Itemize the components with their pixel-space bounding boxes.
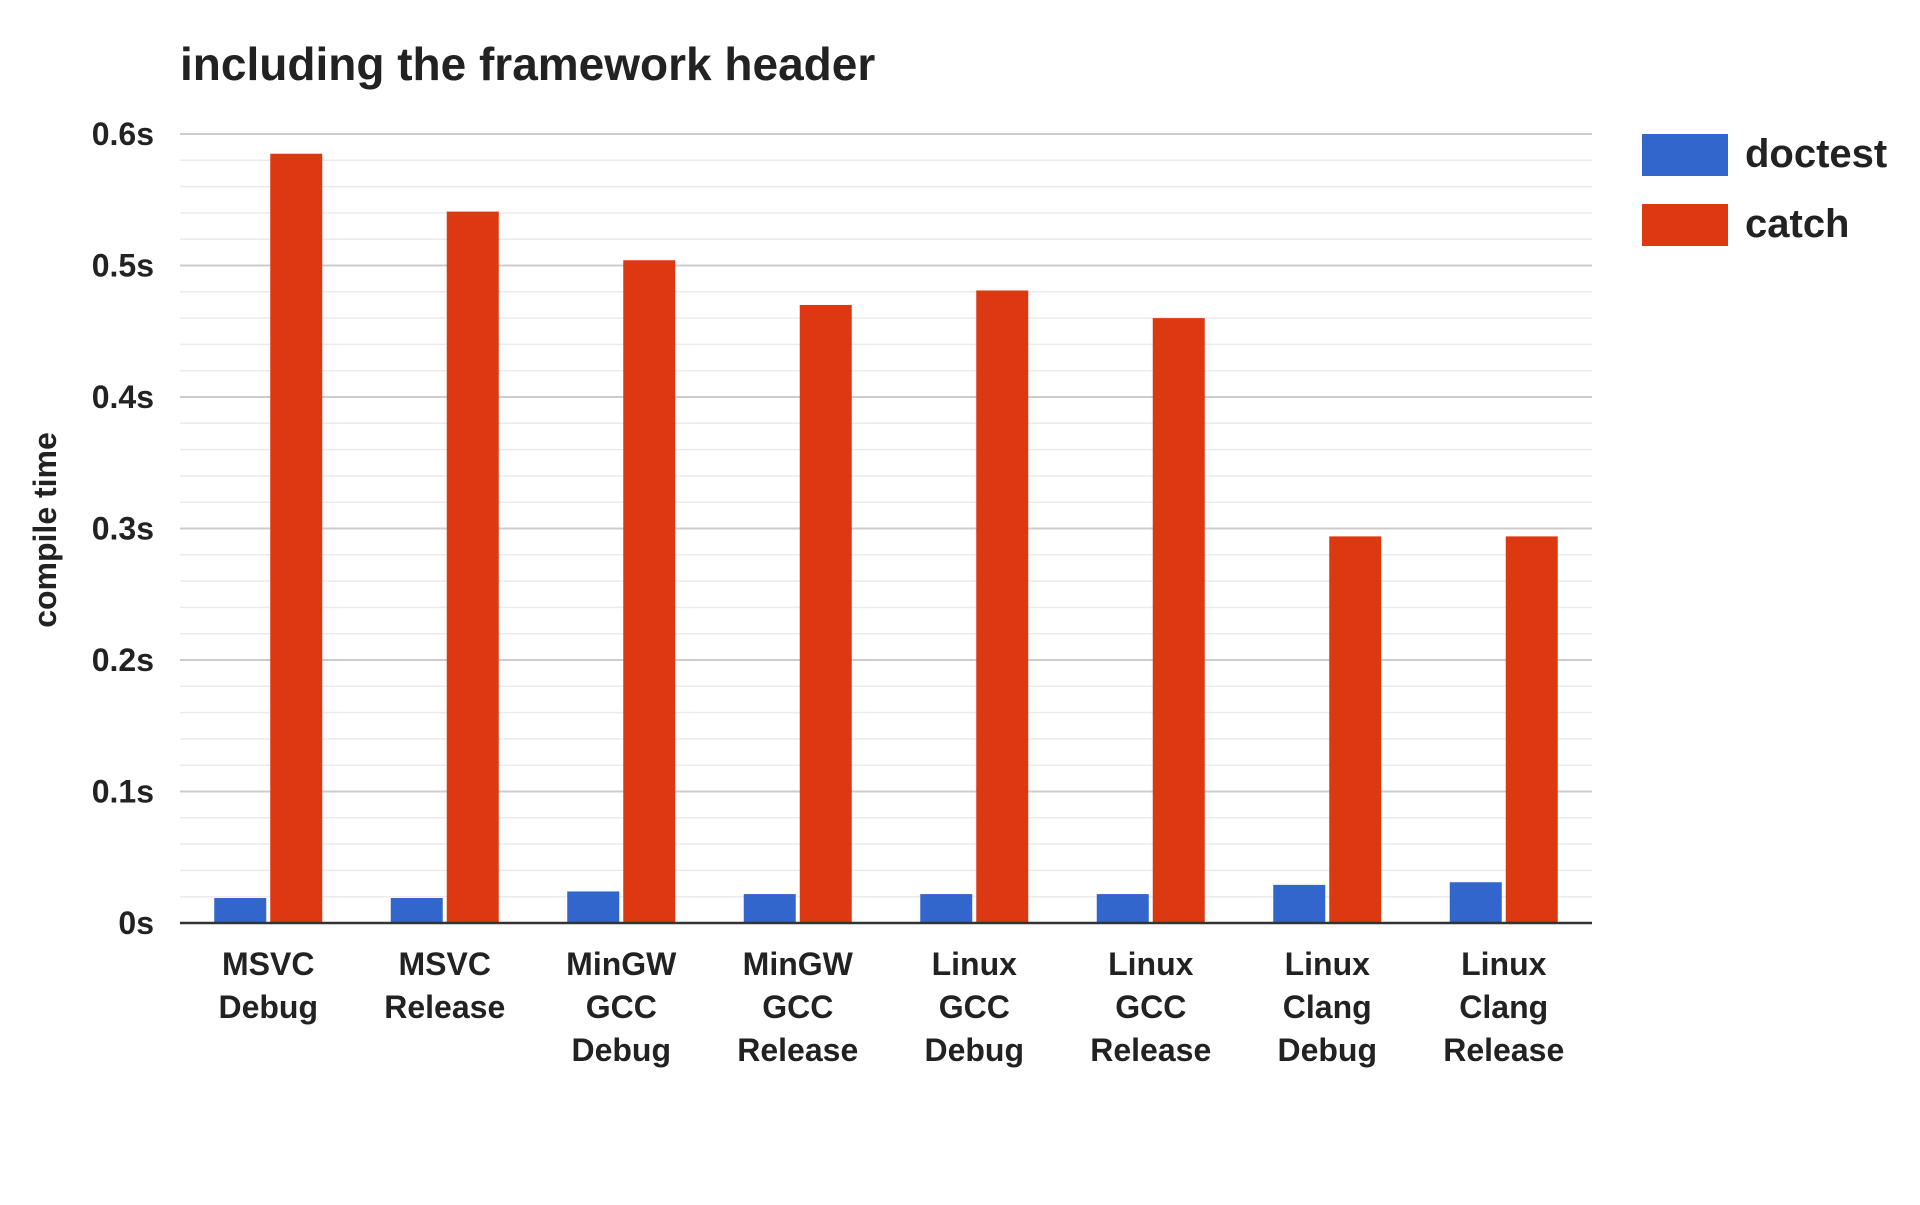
- bar-catch: [976, 290, 1029, 923]
- bar-doctest: [743, 894, 796, 923]
- x-tick-label: Linux GCC Debug: [924, 946, 1024, 1068]
- bar-doctest: [920, 894, 973, 923]
- bar-doctest: [390, 898, 443, 923]
- bar-catch: [446, 211, 499, 923]
- bar-catch: [270, 153, 323, 924]
- y-tick-label: 0.2s: [92, 642, 154, 678]
- x-axis-ticks: MSVC Debug MSVC Release MinGW GCC Debug MinGW GC…: [218, 946, 1564, 1068]
- x-tick-label: Linux Clang Release: [1443, 946, 1564, 1068]
- x-tick-label: Linux GCC Release: [1090, 946, 1211, 1068]
- legend-swatch-catch: [1642, 204, 1728, 246]
- y-tick-label: 0.4s: [92, 379, 154, 415]
- legend-label-catch: catch: [1745, 202, 1850, 246]
- legend: doctest catch: [1642, 132, 1887, 246]
- legend-label-doctest: doctest: [1745, 132, 1887, 176]
- y-tick-label: 0.3s: [92, 511, 154, 547]
- y-tick-label: 0.6s: [92, 116, 154, 152]
- bar-catch: [1329, 536, 1382, 923]
- bar-catch: [623, 260, 676, 923]
- bar-doctest: [567, 891, 620, 923]
- x-tick-label: Linux Clang Debug: [1277, 946, 1377, 1068]
- bar-doctest: [1273, 884, 1326, 923]
- bar-catch: [799, 304, 852, 923]
- y-tick-label: 0.5s: [92, 248, 154, 284]
- y-axis-ticks: 0s 0.1s 0.2s 0.3s 0.4s 0.5s 0.6s: [92, 116, 154, 941]
- bar-doctest: [1449, 882, 1502, 923]
- x-tick-label: MSVC Release: [384, 946, 505, 1025]
- bar-catch: [1152, 318, 1205, 924]
- x-tick-label: MSVC Debug: [218, 946, 318, 1025]
- x-tick-label: MinGW GCC Release: [737, 946, 858, 1068]
- y-tick-label: 0s: [118, 905, 154, 941]
- legend-swatch-doctest: [1642, 134, 1728, 176]
- bar-doctest: [214, 898, 267, 923]
- bar-doctest: [1096, 894, 1149, 923]
- chart-title: including the framework header: [180, 38, 875, 90]
- y-tick-label: 0.1s: [92, 774, 154, 810]
- y-axis-label: compile time: [27, 432, 63, 628]
- x-tick-label: MinGW GCC Debug: [566, 946, 677, 1068]
- bar-catch: [1505, 536, 1558, 923]
- bars: [214, 153, 1558, 924]
